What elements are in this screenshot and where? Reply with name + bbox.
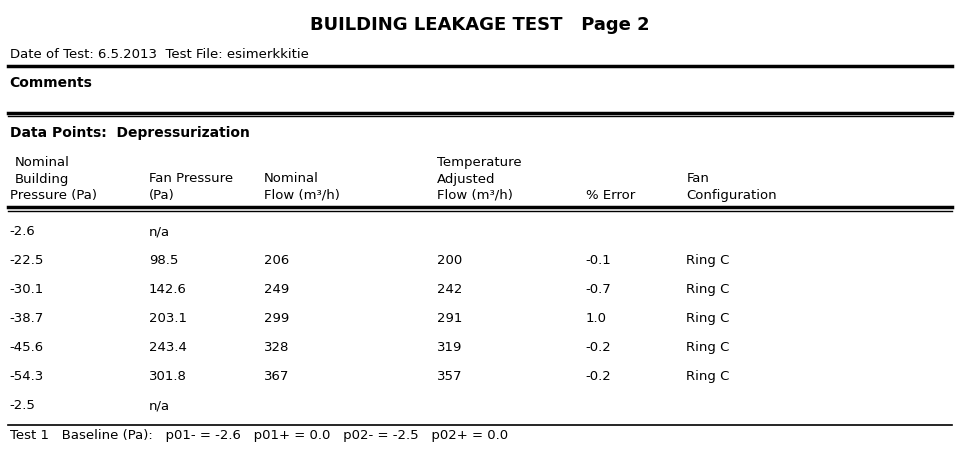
Text: 291: 291 (437, 312, 462, 325)
Text: % Error: % Error (586, 188, 635, 201)
Text: 243.4: 243.4 (149, 341, 186, 353)
Text: Test 1   Baseline (Pa):   p01- = -2.6   p01+ = 0.0   p02- = -2.5   p02+ = 0.0: Test 1 Baseline (Pa): p01- = -2.6 p01+ =… (10, 428, 508, 441)
Text: 203.1: 203.1 (149, 312, 187, 325)
Text: Ring C: Ring C (686, 254, 730, 267)
Text: 328: 328 (264, 341, 289, 353)
Text: -54.3: -54.3 (10, 369, 44, 382)
Text: Ring C: Ring C (686, 283, 730, 296)
Text: n/a: n/a (149, 225, 170, 238)
Text: -0.2: -0.2 (586, 341, 612, 353)
Text: Fan Pressure: Fan Pressure (149, 172, 233, 185)
Text: 301.8: 301.8 (149, 369, 186, 382)
Text: Nominal: Nominal (14, 156, 69, 169)
Text: -2.5: -2.5 (10, 398, 36, 411)
Text: Flow (m³/h): Flow (m³/h) (437, 188, 513, 201)
Text: 242: 242 (437, 283, 462, 296)
Text: Temperature: Temperature (437, 156, 521, 169)
Text: Adjusted: Adjusted (437, 172, 495, 185)
Text: n/a: n/a (149, 398, 170, 411)
Text: Fan: Fan (686, 172, 709, 185)
Text: Configuration: Configuration (686, 188, 777, 201)
Text: (Pa): (Pa) (149, 188, 175, 201)
Text: Nominal: Nominal (264, 172, 319, 185)
Text: Ring C: Ring C (686, 341, 730, 353)
Text: 200: 200 (437, 254, 462, 267)
Text: -2.6: -2.6 (10, 225, 36, 238)
Text: -0.2: -0.2 (586, 369, 612, 382)
Text: 142.6: 142.6 (149, 283, 186, 296)
Text: 319: 319 (437, 341, 462, 353)
Text: 249: 249 (264, 283, 289, 296)
Text: -0.1: -0.1 (586, 254, 612, 267)
Text: Flow (m³/h): Flow (m³/h) (264, 188, 340, 201)
Text: BUILDING LEAKAGE TEST   Page 2: BUILDING LEAKAGE TEST Page 2 (310, 16, 650, 34)
Text: 367: 367 (264, 369, 289, 382)
Text: Ring C: Ring C (686, 312, 730, 325)
Text: -30.1: -30.1 (10, 283, 44, 296)
Text: 1.0: 1.0 (586, 312, 607, 325)
Text: 357: 357 (437, 369, 463, 382)
Text: Ring C: Ring C (686, 369, 730, 382)
Text: Building: Building (14, 172, 69, 185)
Text: Date of Test: 6.5.2013  Test File: esimerkkitie: Date of Test: 6.5.2013 Test File: esimer… (10, 48, 308, 61)
Text: -0.7: -0.7 (586, 283, 612, 296)
Text: 98.5: 98.5 (149, 254, 179, 267)
Text: -22.5: -22.5 (10, 254, 44, 267)
Text: Data Points:  Depressurization: Data Points: Depressurization (10, 126, 250, 140)
Text: -38.7: -38.7 (10, 312, 44, 325)
Text: -45.6: -45.6 (10, 341, 44, 353)
Text: 206: 206 (264, 254, 289, 267)
Text: Comments: Comments (10, 76, 92, 90)
Text: Pressure (Pa): Pressure (Pa) (10, 188, 97, 201)
Text: 299: 299 (264, 312, 289, 325)
